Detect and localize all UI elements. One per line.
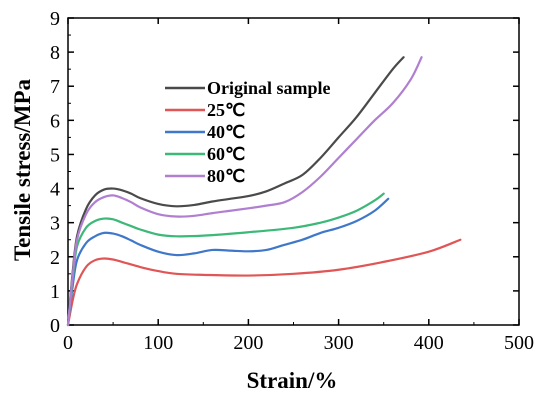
y-tick-label: 3 [50,213,60,235]
x-axis-title: Strain/% [247,368,338,393]
y-tick-label: 5 [50,144,60,166]
axes: 0 100 200 300 400 500 0 1 2 3 4 5 6 7 8 9 [50,8,534,354]
legend-label: 80℃ [207,166,245,186]
legend-label: 60℃ [207,144,245,164]
y-tick-label: 8 [50,42,60,64]
y-tick-label: 4 [50,179,60,201]
y-axis-title: Tensile stress/MPa [10,78,35,261]
y-tick-label: 1 [50,281,60,303]
y-tick-label: 9 [50,8,60,30]
series-line-2 [66,238,462,327]
x-tick-label: 200 [233,332,263,354]
y-tick-label: 2 [50,247,60,269]
x-tick-label: 400 [414,332,444,354]
legend-label: 40℃ [207,122,245,142]
series-line-4 [66,192,385,327]
legend-label: Original sample [207,78,331,98]
x-tick-label: 100 [143,332,173,354]
series-line-3 [66,197,390,327]
plot-frame [67,17,520,326]
x-tick-label: 0 [63,332,73,354]
y-tick-label: 6 [50,110,60,132]
legend-label: 25℃ [207,100,245,120]
series-line-5 [66,56,423,327]
x-tick-label: 500 [504,332,534,354]
x-tick-label: 300 [324,332,354,354]
series-group [66,56,462,327]
y-tick-label: 7 [50,76,60,98]
y-tick-label: 0 [50,315,60,337]
series-line-1 [66,56,405,327]
